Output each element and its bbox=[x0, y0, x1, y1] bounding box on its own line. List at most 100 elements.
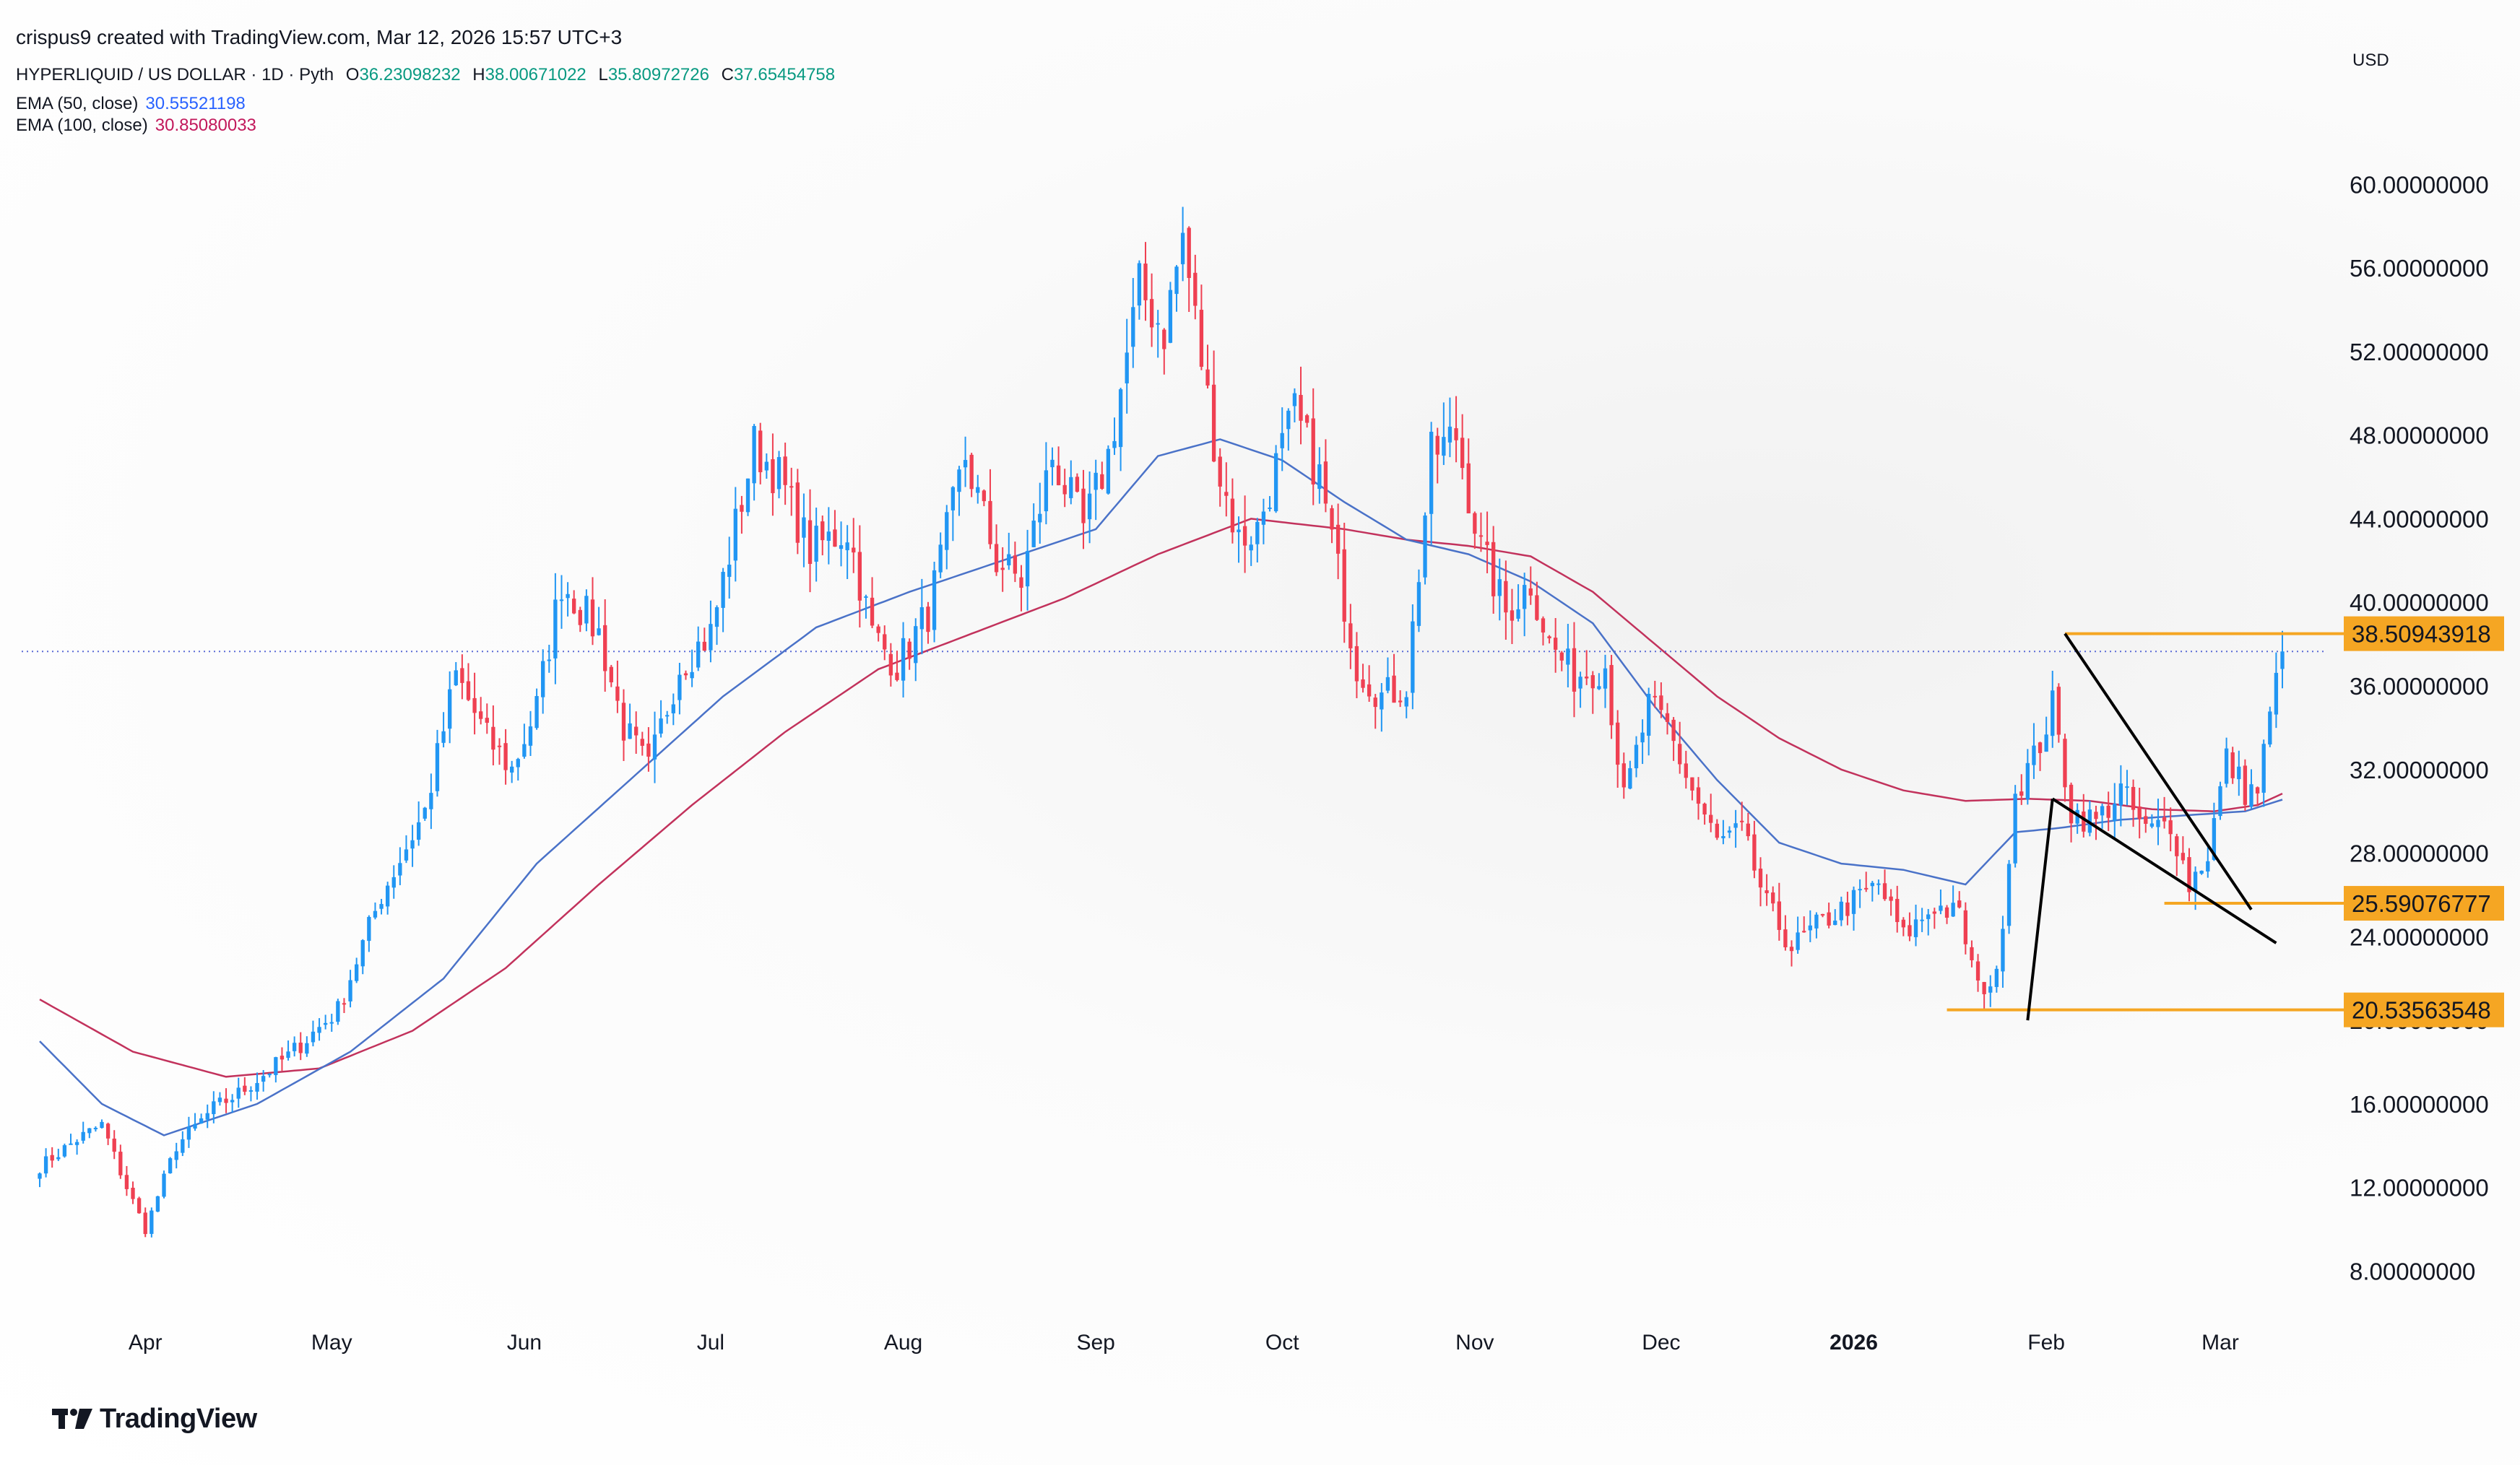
candle-body bbox=[193, 1123, 197, 1129]
candle-body bbox=[621, 703, 626, 741]
candle-body bbox=[87, 1128, 92, 1134]
candle-body bbox=[1286, 410, 1291, 430]
level-price-tag bbox=[2344, 616, 2504, 651]
candle-body bbox=[1292, 393, 1297, 407]
candle-body bbox=[448, 689, 452, 729]
candle-body bbox=[1851, 890, 1856, 914]
candle-body bbox=[1746, 823, 1750, 837]
candle-body bbox=[1125, 352, 1129, 383]
candle-body bbox=[1280, 432, 1284, 448]
candle-body bbox=[261, 1076, 266, 1082]
ema100-legend[interactable]: EMA (100, close) 30.85080033 bbox=[16, 116, 256, 136]
candle-body bbox=[590, 599, 595, 637]
candle-body bbox=[460, 668, 464, 683]
symbol-title[interactable]: HYPERLIQUID / US DOLLAR · 1D · Pyth bbox=[16, 65, 334, 84]
y-tick-label: 52.00000000 bbox=[2350, 339, 2489, 365]
candle-body bbox=[1932, 911, 1937, 914]
candle-body bbox=[323, 1022, 328, 1025]
candle-body bbox=[2193, 871, 2198, 892]
candle-body bbox=[93, 1128, 98, 1130]
candle-body bbox=[423, 807, 427, 819]
tradingview-logo-text: TradingView bbox=[100, 1403, 257, 1434]
candle-body bbox=[2224, 748, 2229, 784]
level-price-tag bbox=[2344, 886, 2504, 921]
candle-body bbox=[982, 490, 987, 502]
candle-body bbox=[2106, 805, 2110, 818]
candle-body bbox=[683, 673, 688, 676]
candle-body bbox=[609, 666, 613, 683]
candle-body bbox=[329, 1022, 334, 1024]
candle-body bbox=[1684, 763, 1688, 778]
tradingview-logo[interactable]: TradingView bbox=[52, 1402, 257, 1435]
candle-body bbox=[951, 487, 956, 510]
open-value: 36.23098232 bbox=[359, 65, 461, 84]
ema50-legend[interactable]: EMA (50, close) 30.55521198 bbox=[16, 94, 246, 114]
candle-body bbox=[1653, 695, 1657, 697]
candle-body bbox=[2156, 820, 2160, 827]
candle-body bbox=[510, 766, 514, 773]
candle-body bbox=[441, 731, 446, 743]
high-label: H bbox=[472, 65, 485, 84]
candle-body bbox=[1106, 448, 1111, 494]
candle-body bbox=[2187, 857, 2191, 892]
candle-body bbox=[1367, 684, 1372, 697]
candle-body bbox=[895, 672, 899, 680]
candle-body bbox=[696, 641, 701, 668]
candle-body bbox=[56, 1157, 61, 1160]
candle-body bbox=[1678, 744, 1682, 765]
x-tick-label: May bbox=[311, 1331, 352, 1355]
candle-body bbox=[1858, 889, 1862, 891]
candle-body bbox=[1647, 693, 1651, 736]
candle-body bbox=[1796, 932, 1800, 950]
candle-body bbox=[1957, 900, 1962, 908]
high-value: 38.00671022 bbox=[485, 65, 586, 84]
low-label: L bbox=[598, 65, 608, 84]
candle-body bbox=[1820, 913, 1825, 916]
candle-body bbox=[1882, 883, 1887, 900]
candle-body bbox=[1180, 232, 1185, 264]
candle-body bbox=[1597, 686, 1601, 690]
candle-body bbox=[2162, 817, 2167, 822]
candles-layer bbox=[38, 207, 2285, 1238]
candle-body bbox=[1485, 542, 1489, 545]
candle-body bbox=[150, 1210, 154, 1234]
candle-body bbox=[1864, 887, 1869, 890]
candle-body bbox=[2149, 823, 2155, 827]
candle-body bbox=[212, 1101, 216, 1115]
candle-body bbox=[255, 1082, 259, 1092]
candle-body bbox=[1385, 677, 1390, 691]
candle-body bbox=[1056, 465, 1061, 486]
candle-body bbox=[124, 1175, 129, 1189]
candle-body bbox=[820, 521, 825, 541]
candle-body bbox=[1268, 507, 1272, 509]
candle-body bbox=[857, 552, 862, 601]
candle-body bbox=[1193, 272, 1198, 306]
candle-body bbox=[410, 840, 415, 849]
y-tick-label: 24.00000000 bbox=[2350, 923, 2489, 950]
y-tick-label: 8.00000000 bbox=[2350, 1258, 2475, 1285]
candle-body bbox=[677, 674, 682, 700]
candle-body bbox=[391, 877, 396, 888]
candle-body bbox=[1199, 310, 1204, 367]
candle-body bbox=[1640, 732, 1645, 743]
candle-body bbox=[1416, 582, 1421, 626]
y-tick-label: 44.00000000 bbox=[2350, 505, 2489, 532]
y-tick-label: 36.00000000 bbox=[2350, 673, 2489, 700]
candle-body bbox=[1429, 431, 1434, 514]
candle-body bbox=[1876, 883, 1881, 885]
candle-body bbox=[2131, 786, 2136, 810]
candle-body bbox=[336, 1001, 340, 1022]
candle-body bbox=[2032, 745, 2036, 765]
currency-label[interactable]: USD bbox=[2352, 51, 2389, 70]
candle-body bbox=[2168, 820, 2173, 835]
symbol-ohlc-row: HYPERLIQUID / US DOLLAR · 1D · Pyth O36.… bbox=[16, 65, 835, 85]
candle-body bbox=[1156, 323, 1160, 325]
candle-body bbox=[1870, 882, 1874, 887]
candle-body bbox=[1920, 919, 1924, 921]
candle-body bbox=[938, 544, 943, 573]
candle-body bbox=[578, 609, 582, 625]
candle-body bbox=[2243, 765, 2248, 805]
candle-body bbox=[1273, 453, 1278, 512]
candle-body bbox=[292, 1043, 297, 1051]
